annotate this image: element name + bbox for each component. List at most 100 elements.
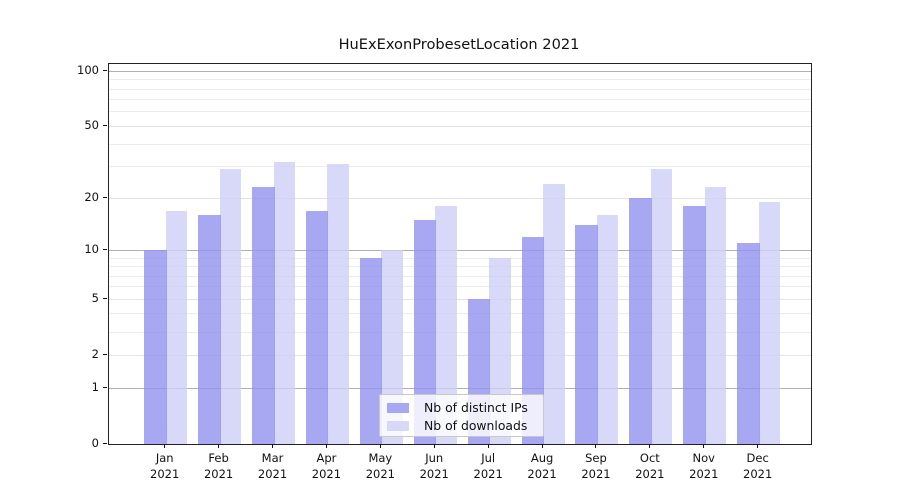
chart-title: HuExExonProbesetLocation 2021 <box>338 36 580 53</box>
x-tick-mark-sep <box>595 444 597 448</box>
bar-nb-of-downloads-apr <box>327 164 349 444</box>
gridline-60 <box>109 111 811 113</box>
gridline-4 <box>109 313 811 315</box>
x-tick-mark-dec <box>757 444 759 448</box>
x-tick-mark-jun <box>433 444 435 448</box>
x-tick-month: Jun <box>425 451 444 465</box>
legend-entry-downloads: Nb of downloads <box>387 417 543 435</box>
x-tick-year: 2021 <box>311 466 342 481</box>
x-tick-mark-oct <box>649 444 651 448</box>
bar-nb-of-distinct-ips-oct <box>629 198 652 444</box>
x-tick-year: 2021 <box>581 466 611 481</box>
gridline-50 <box>109 125 811 127</box>
y-tick-mark-20 <box>103 196 107 198</box>
y-tick-label-0: 0 <box>91 436 99 450</box>
x-tick-year: 2021 <box>203 466 234 481</box>
bar-nb-of-distinct-ips-apr <box>305 210 329 444</box>
x-tick-label-apr: Apr 2021 <box>298 451 354 482</box>
plot-area: Nb of distinct IPs Nb of downloads <box>108 63 812 445</box>
x-tick-year: 2021 <box>689 466 719 481</box>
y-tick-label-5: 5 <box>91 291 99 306</box>
gridline-5 <box>109 298 811 300</box>
x-tick-month: Sep <box>585 451 607 465</box>
x-tick-year: 2021 <box>473 466 503 481</box>
bar-nb-of-downloads-mar <box>273 161 296 444</box>
x-tick-label-may: May 2021 <box>352 451 408 482</box>
legend-entry-distinct-ips: Nb of distinct IPs <box>387 399 543 417</box>
gridline-9 <box>109 257 811 259</box>
gridline-40 <box>109 143 811 145</box>
x-tick-label-nov: Nov 2021 <box>676 451 732 482</box>
y-tick-mark-2 <box>103 353 107 355</box>
x-tick-mark-apr <box>325 444 327 448</box>
x-tick-label-oct: Oct 2021 <box>622 451 678 482</box>
legend-swatch-distinct-ips <box>387 403 409 413</box>
y-tick-label-20: 20 <box>84 190 99 205</box>
x-tick-year: 2021 <box>150 466 180 481</box>
x-tick-month: Dec <box>746 451 769 465</box>
x-tick-month: Jul <box>481 451 496 465</box>
x-tick-month: Nov <box>692 451 715 465</box>
x-tick-label-mar: Mar 2021 <box>245 451 301 482</box>
bar-nb-of-downloads-oct <box>650 169 673 444</box>
legend-swatch-downloads <box>387 421 409 431</box>
x-tick-month: Aug <box>530 451 554 465</box>
y-tick-label-2: 2 <box>91 347 99 362</box>
gridline-80 <box>109 88 811 90</box>
gridline-20 <box>109 197 811 199</box>
legend: Nb of distinct IPs Nb of downloads <box>379 394 544 437</box>
bar-nb-of-distinct-ips-aug <box>521 236 545 444</box>
x-tick-mark-jan <box>164 444 166 448</box>
y-tick-mark-50 <box>103 124 107 126</box>
x-tick-month: Jan <box>155 451 174 465</box>
gridline-6 <box>109 286 811 288</box>
x-tick-month: Oct <box>639 451 660 465</box>
x-tick-label-feb: Feb 2021 <box>191 451 247 482</box>
y-tick-mark-10 <box>103 248 107 250</box>
x-tick-mark-may <box>379 444 381 448</box>
y-tick-mark-1 <box>103 386 107 388</box>
x-tick-year: 2021 <box>743 466 773 481</box>
x-tick-month: May <box>368 451 393 465</box>
x-tick-year: 2021 <box>365 466 395 481</box>
bar-nb-of-downloads-aug <box>543 183 565 444</box>
x-tick-label-aug: Aug 2021 <box>514 451 570 482</box>
gridline-8 <box>109 266 811 267</box>
x-tick-year: 2021 <box>527 466 557 481</box>
bar-nb-of-distinct-ips-sep <box>575 225 598 444</box>
x-tick-mark-feb <box>218 444 220 448</box>
y-tick-mark-100 <box>103 69 107 71</box>
x-tick-year: 2021 <box>635 466 665 481</box>
x-tick-label-dec: Dec 2021 <box>730 451 786 482</box>
bar-nb-of-downloads-feb <box>219 169 242 444</box>
legend-label-distinct-ips: Nb of distinct IPs <box>424 400 528 415</box>
y-tick-label-100: 100 <box>77 63 99 78</box>
y-tick-label-10: 10 <box>84 242 99 257</box>
gridline-10 <box>109 249 811 251</box>
bar-nb-of-distinct-ips-nov <box>683 206 706 444</box>
gridline-2 <box>109 354 811 356</box>
legend-label-downloads: Nb of downloads <box>424 418 528 433</box>
bar-nb-of-distinct-ips-dec <box>737 243 760 444</box>
bar-nb-of-downloads-jun <box>435 206 457 444</box>
gridline-70 <box>109 99 811 101</box>
bar-nb-of-distinct-ips-jan <box>144 250 167 444</box>
x-tick-mark-jul <box>487 444 489 448</box>
y-tick-mark-0 <box>103 442 107 444</box>
bar-nb-of-downloads-nov <box>704 187 727 444</box>
gridline-1 <box>109 387 811 389</box>
bar-nb-of-distinct-ips-mar <box>252 187 275 444</box>
bar-nb-of-distinct-ips-feb <box>198 215 221 444</box>
y-tick-label-50: 50 <box>84 118 99 133</box>
y-tick-label-1: 1 <box>91 380 99 394</box>
gridline-100 <box>109 70 811 72</box>
gridline-90 <box>109 79 811 81</box>
x-tick-label-sep: Sep 2021 <box>568 451 624 482</box>
gridline-3 <box>109 331 811 333</box>
bar-nb-of-downloads-dec <box>758 202 781 444</box>
x-tick-mark-aug <box>541 444 543 448</box>
gridline-30 <box>109 166 811 168</box>
bar-nb-of-downloads-jan <box>165 210 188 444</box>
gridline-7 <box>109 275 811 277</box>
